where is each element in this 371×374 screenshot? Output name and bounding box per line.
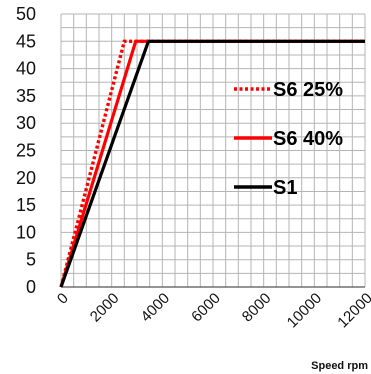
x-tick-label: 2000	[87, 290, 123, 326]
series-line-3	[59, 39, 365, 288]
y-tick-label: 20	[16, 168, 36, 188]
y-tick-label: 40	[16, 59, 36, 79]
y-tick-label: 45	[16, 31, 36, 51]
y-tick-label: 50	[16, 4, 36, 24]
x-tick-label: 6000	[188, 290, 224, 326]
chart-legend: S6 25% S6 40% S1	[234, 79, 343, 199]
legend-label-3: S1	[273, 177, 297, 199]
chart-series	[59, 39, 365, 288]
y-tick-label: 15	[16, 195, 36, 215]
legend-label-2: S6 40%	[273, 128, 343, 150]
x-tick-label: 4000	[138, 290, 174, 326]
y-tick-label: 30	[16, 113, 36, 133]
y-tick-label: 5	[26, 250, 36, 270]
legend-label-1: S6 25%	[273, 79, 343, 101]
chart-grid	[60, 13, 366, 288]
y-tick-label: 35	[16, 86, 36, 106]
x-axis-label: Speed rpm	[311, 360, 368, 372]
x-tick-label: 8000	[239, 290, 275, 326]
y-tick-label: 25	[16, 141, 36, 161]
y-axis-ticks: 0 5 10 15 20 25 30 35 40 45 50	[16, 4, 36, 297]
x-tick-label: 0	[54, 290, 72, 308]
x-tick-label: 10000	[284, 290, 326, 332]
y-tick-label: 10	[16, 222, 36, 242]
x-tick-label: 12000	[334, 290, 371, 332]
x-axis-ticks: 0 2000 4000 6000 8000 10000 12000	[54, 290, 371, 332]
y-tick-label: 0	[26, 277, 36, 297]
